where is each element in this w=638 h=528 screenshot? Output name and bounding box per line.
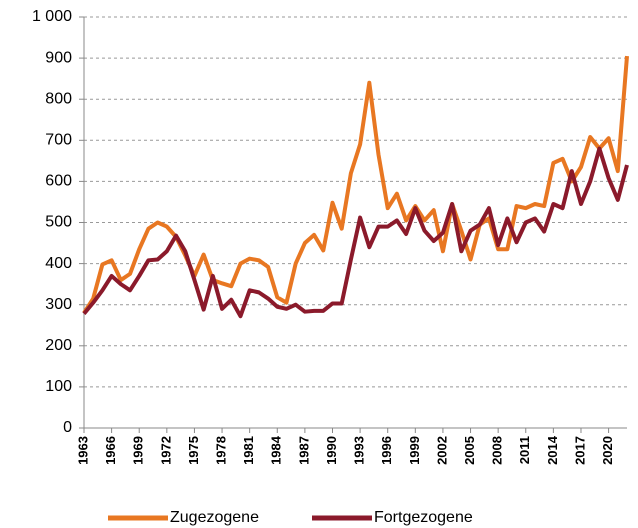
x-tick-label: 1987 (296, 436, 311, 465)
x-tick-label: 2002 (434, 436, 449, 465)
x-tick-label: 1993 (352, 436, 367, 465)
x-tick-label: 2011 (517, 436, 532, 464)
y-tick-label: 200 (45, 337, 72, 354)
legend-label: Zugezogene (170, 509, 259, 526)
x-tick-label: 2020 (600, 436, 615, 465)
x-tick-label: 2008 (490, 436, 505, 465)
y-tick-label: 500 (45, 214, 72, 231)
y-tick-label: 0 (63, 419, 72, 436)
x-tick-label: 1975 (186, 436, 201, 465)
x-tick-label: 1981 (241, 436, 256, 465)
x-tick-label: 1963 (75, 436, 90, 465)
x-tick-label: 1966 (103, 436, 118, 465)
x-tick-label: 2005 (462, 436, 477, 465)
x-tick-label: 2014 (545, 435, 560, 465)
x-tick-label: 1972 (158, 436, 173, 465)
x-tick-label: 1978 (213, 436, 228, 465)
x-tick-label: 1969 (131, 436, 146, 465)
y-tick-label: 600 (45, 173, 72, 190)
x-tick-label: 1999 (407, 436, 422, 465)
x-tick-label: 1996 (379, 436, 394, 465)
y-tick-label: 900 (45, 49, 72, 66)
y-tick-label: 300 (45, 296, 72, 313)
x-tick-label: 1984 (269, 435, 284, 465)
y-tick-label: 800 (45, 90, 72, 107)
y-tick-label: 100 (45, 378, 72, 395)
y-tick-label: 700 (45, 132, 72, 149)
line (82, 146, 629, 319)
x-tick-label: 2017 (572, 436, 587, 465)
legend-label: Fortgezogene (374, 509, 473, 526)
x-tick-label: 1990 (324, 436, 339, 465)
line (82, 55, 629, 314)
y-tick-label: 1 000 (32, 8, 72, 25)
y-tick-label: 400 (45, 255, 72, 272)
